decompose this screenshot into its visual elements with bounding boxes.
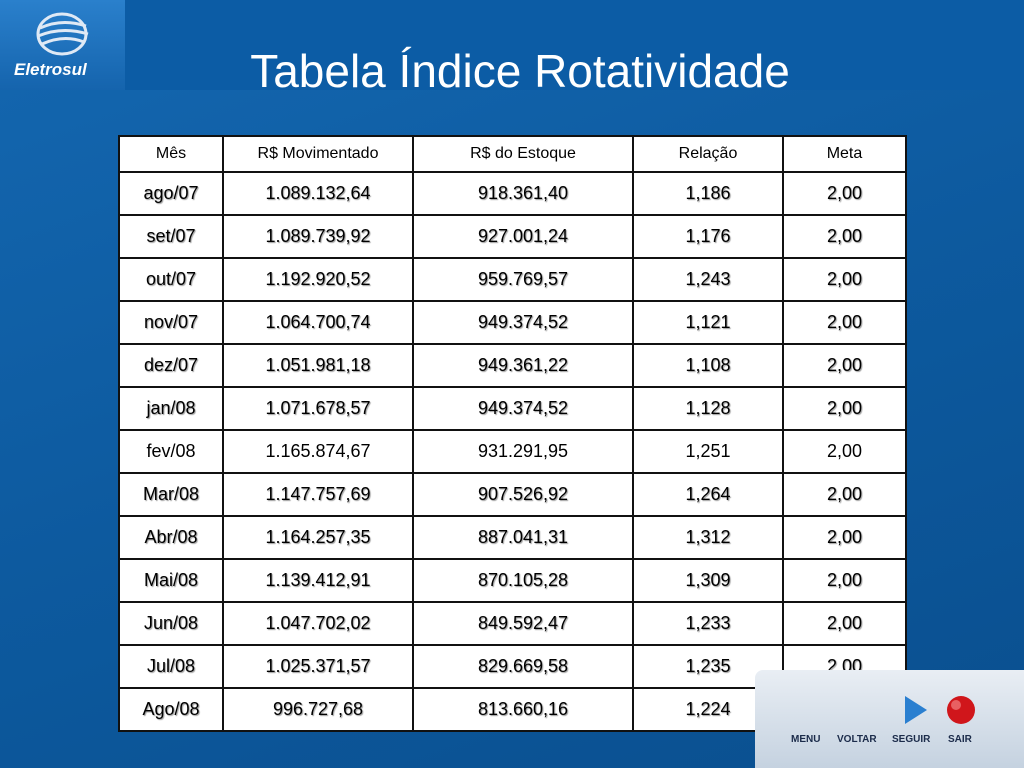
- table-cell: 2,00: [782, 515, 907, 560]
- table-cell: fev/08: [118, 429, 224, 474]
- table-cell: 1.071.678,57: [222, 386, 414, 431]
- table-row: Mai/08 1.139.412,91 870.105,28 1,309 2,00: [118, 558, 907, 603]
- table-cell: 949.361,22: [412, 343, 634, 388]
- table-cell: 996.727,68: [222, 687, 414, 732]
- table-cell: set/07: [118, 214, 224, 259]
- table-cell: 1.192.920,52: [222, 257, 414, 302]
- data-table: Mês R$ Movimentado R$ do Estoque Relação Met…: [118, 135, 907, 732]
- nav-button[interactable]: VOLTAR: [837, 734, 877, 745]
- nav-icons: [905, 696, 975, 724]
- table-cell: 1,243: [632, 257, 784, 302]
- table-cell: 1.025.371,57: [222, 644, 414, 689]
- table-cell: dez/07: [118, 343, 224, 388]
- table-cell: 849.592,47: [412, 601, 634, 646]
- table-cell: 1.089.739,92: [222, 214, 414, 259]
- nav-button[interactable]: SAIR: [948, 734, 972, 745]
- table-cell: Jul/08: [118, 644, 224, 689]
- table-cell: 931.291,95: [412, 429, 634, 474]
- table-cell: 2,00: [782, 558, 907, 603]
- table-cell: 1,233: [632, 601, 784, 646]
- table-cell: 1.047.702,02: [222, 601, 414, 646]
- table-cell: 2,00: [782, 601, 907, 646]
- table-cell: jan/08: [118, 386, 224, 431]
- table-cell: 949.374,52: [412, 386, 634, 431]
- table-cell: 1,264: [632, 472, 784, 517]
- table-cell: out/07: [118, 257, 224, 302]
- table-cell: Ago/08: [118, 687, 224, 732]
- table-row: nov/07 1.064.700,74 949.374,52 1,121 2,00: [118, 300, 907, 345]
- slide-title: Tabela Índice Rotatividade: [250, 45, 790, 97]
- table-cell: 1,309: [632, 558, 784, 603]
- table-cell: 2,00: [782, 257, 907, 302]
- table-cell: 1.165.874,67: [222, 429, 414, 474]
- table-cell: 1,108: [632, 343, 784, 388]
- table-cell: 2,00: [782, 300, 907, 345]
- table-row: Abr/08 1.164.257,35 887.041,31 1,312 2,00: [118, 515, 907, 560]
- table-cell: Mai/08: [118, 558, 224, 603]
- table-cell: 2,00: [782, 429, 907, 474]
- table-row: ago/07 1.089.132,64 918.361,40 1,186 2,00: [118, 171, 907, 216]
- top-bar: [0, 0, 1024, 90]
- logo-globe: [36, 12, 89, 56]
- table-row: Jun/08 1.047.702,02 849.592,47 1,233 2,00: [118, 601, 907, 646]
- table-cell: 2,00: [782, 386, 907, 431]
- table-cell: 1.064.700,74: [222, 300, 414, 345]
- table-cell: 927.001,24: [412, 214, 634, 259]
- table-cell: 2,00: [782, 343, 907, 388]
- logo: Eletrosul: [0, 0, 125, 90]
- column-header: Mês: [118, 135, 224, 173]
- table-cell: Abr/08: [118, 515, 224, 560]
- table-row: jan/08 1.071.678,57 949.374,52 1,128 2,00: [118, 386, 907, 431]
- table-cell: 1.147.757,69: [222, 472, 414, 517]
- table-cell: 813.660,16: [412, 687, 634, 732]
- logo-text: Eletrosul: [14, 60, 87, 79]
- table-cell: 907.526,92: [412, 472, 634, 517]
- table-row: out/07 1.192.920,52 959.769,57 1,243 2,00: [118, 257, 907, 302]
- table-cell: 1,121: [632, 300, 784, 345]
- table-cell: nov/07: [118, 300, 224, 345]
- table-cell: 887.041,31: [412, 515, 634, 560]
- column-header: Meta: [782, 135, 907, 173]
- table-cell: 870.105,28: [412, 558, 634, 603]
- table-cell: 949.374,52: [412, 300, 634, 345]
- table-cell: Jun/08: [118, 601, 224, 646]
- table-cell: 1,251: [632, 429, 784, 474]
- table-cell: 1,312: [632, 515, 784, 560]
- table-cell: 2,00: [782, 171, 907, 216]
- nav-button[interactable]: SEGUIR: [892, 734, 931, 745]
- nav-button[interactable]: MENU: [791, 734, 821, 745]
- table-cell: 959.769,57: [412, 257, 634, 302]
- table-row: Mar/08 1.147.757,69 907.526,92 1,264 2,00: [118, 472, 907, 517]
- table-row: fev/08 1.165.874,67 931.291,95 1,251 2,00: [118, 429, 907, 474]
- table-cell: 829.669,58: [412, 644, 634, 689]
- table-cell: 1,128: [632, 386, 784, 431]
- table-cell: 1,176: [632, 214, 784, 259]
- table-cell: 1.051.981,18: [222, 343, 414, 388]
- table-cell: 1.089.132,64: [222, 171, 414, 216]
- table-row: dez/07 1.051.981,18 949.361,22 1,108 2,00: [118, 343, 907, 388]
- table-cell: 2,00: [782, 472, 907, 517]
- table-cell: 2,00: [782, 214, 907, 259]
- table-cell: 918.361,40: [412, 171, 634, 216]
- column-header: Relação: [632, 135, 784, 173]
- table-cell: 1,186: [632, 171, 784, 216]
- nav-panel: MENU VOLTAR SEGUIR SAIR: [755, 670, 1024, 768]
- table-cell: Mar/08: [118, 472, 224, 517]
- table-row: set/07 1.089.739,92 927.001,24 1,176 2,00: [118, 214, 907, 259]
- table-cell: 1.164.257,35: [222, 515, 414, 560]
- column-header: R$ do Estoque: [412, 135, 634, 173]
- column-header: R$ Movimentado: [222, 135, 414, 173]
- header-row: Mês R$ Movimentado R$ do Estoque Relação Met…: [118, 135, 907, 173]
- table-cell: ago/07: [118, 171, 224, 216]
- table-cell: 1.139.412,91: [222, 558, 414, 603]
